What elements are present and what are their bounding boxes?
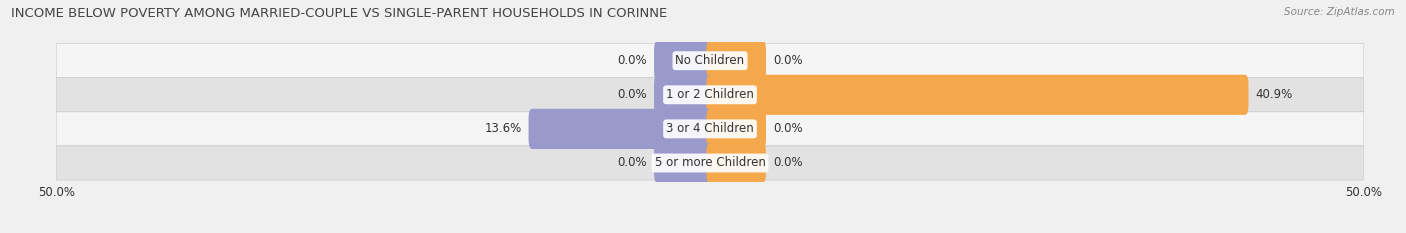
Text: Source: ZipAtlas.com: Source: ZipAtlas.com	[1284, 7, 1395, 17]
FancyBboxPatch shape	[706, 143, 766, 183]
FancyBboxPatch shape	[654, 143, 714, 183]
FancyBboxPatch shape	[529, 109, 714, 149]
FancyBboxPatch shape	[56, 78, 1364, 112]
Text: 1 or 2 Children: 1 or 2 Children	[666, 88, 754, 101]
FancyBboxPatch shape	[56, 146, 1364, 180]
Text: 0.0%: 0.0%	[773, 122, 803, 135]
Text: 0.0%: 0.0%	[773, 54, 803, 67]
FancyBboxPatch shape	[706, 75, 1249, 115]
Text: 0.0%: 0.0%	[617, 54, 647, 67]
Text: 0.0%: 0.0%	[617, 157, 647, 169]
Text: 40.9%: 40.9%	[1256, 88, 1292, 101]
FancyBboxPatch shape	[706, 109, 766, 149]
Text: 5 or more Children: 5 or more Children	[655, 157, 765, 169]
FancyBboxPatch shape	[706, 41, 766, 81]
Text: No Children: No Children	[675, 54, 745, 67]
Text: 0.0%: 0.0%	[617, 88, 647, 101]
FancyBboxPatch shape	[56, 112, 1364, 146]
FancyBboxPatch shape	[654, 41, 714, 81]
FancyBboxPatch shape	[654, 75, 714, 115]
Text: 13.6%: 13.6%	[485, 122, 522, 135]
Text: 0.0%: 0.0%	[773, 157, 803, 169]
Text: 3 or 4 Children: 3 or 4 Children	[666, 122, 754, 135]
FancyBboxPatch shape	[56, 44, 1364, 78]
Text: INCOME BELOW POVERTY AMONG MARRIED-COUPLE VS SINGLE-PARENT HOUSEHOLDS IN CORINNE: INCOME BELOW POVERTY AMONG MARRIED-COUPL…	[11, 7, 668, 20]
